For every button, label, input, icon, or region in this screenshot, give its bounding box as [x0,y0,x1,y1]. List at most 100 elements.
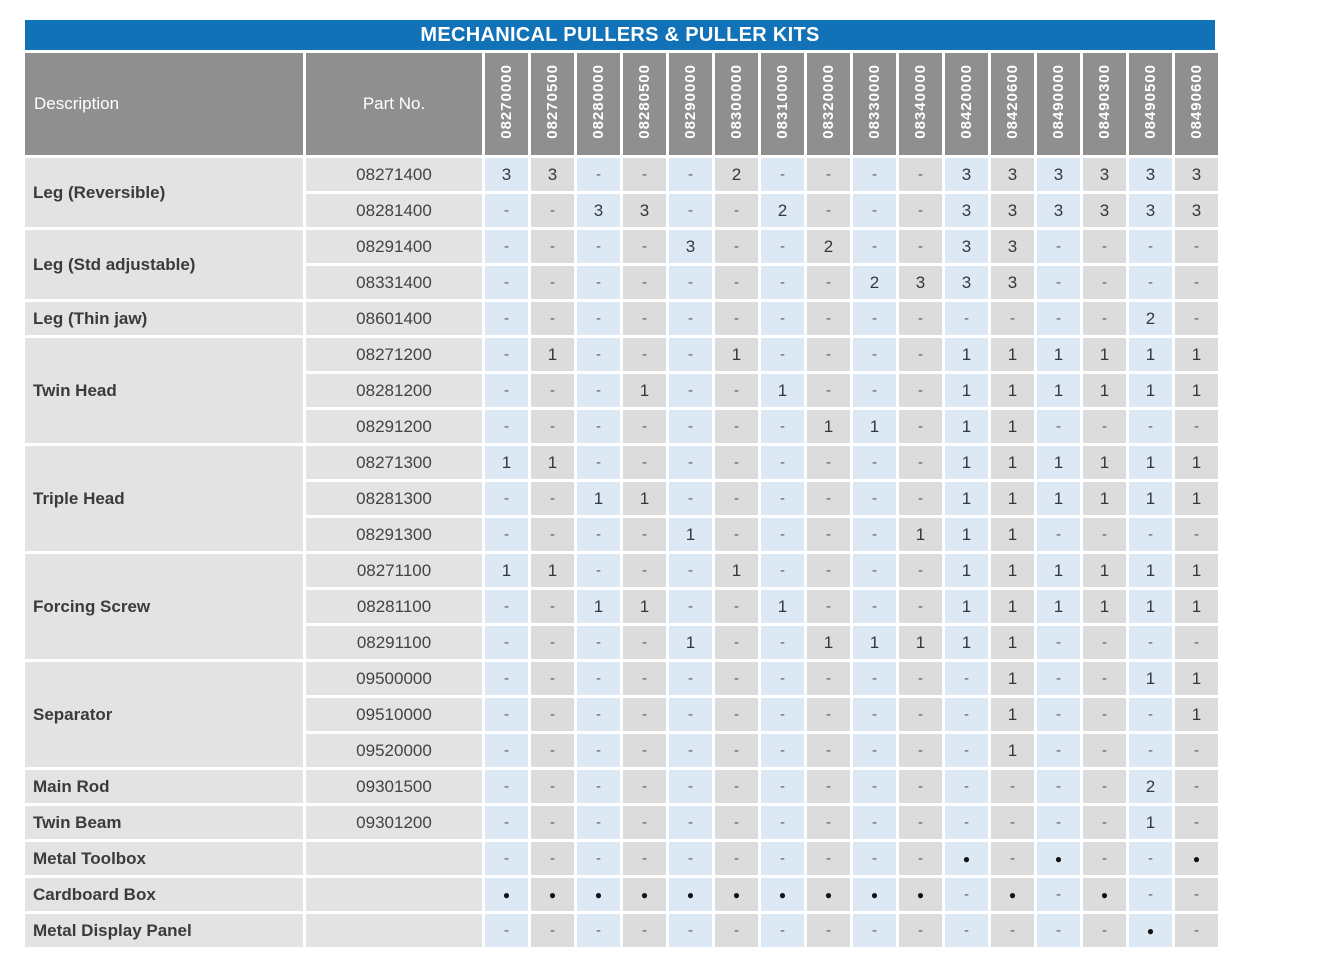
part-no-cell: 09520000 [306,734,482,767]
table-row: Twin Beam 09301200- - - - - - - - - - - - - -1- [25,806,1218,839]
qty-cell-empty: - [899,338,942,371]
qty-cell-empty: - [1175,626,1218,659]
description-cell: Metal Display Panel [25,914,303,947]
qty-cell-empty: - [761,806,804,839]
kit-column-header: 08280500 [623,53,666,155]
qty-cell-empty: - [531,734,574,767]
qty-cell-empty: - [669,446,712,479]
qty-cell-empty: - [761,446,804,479]
part-no-cell: 08331400 [306,266,482,299]
qty-cell-empty: - [991,842,1034,875]
kit-part-number-label: 08340000 [912,64,929,139]
qty-cell-empty: - [853,194,896,227]
qty-cell: 1 [1175,374,1218,407]
qty-cell-empty: - [1129,698,1172,731]
qty-cell: 1 [1037,338,1080,371]
qty-cell-empty: - [485,590,528,623]
qty-cell-empty: - [623,338,666,371]
qty-cell-empty: - [807,842,850,875]
qty-cell-empty: - [623,158,666,191]
qty-cell-empty: - [899,806,942,839]
qty-cell: 1 [1083,482,1126,515]
part-no-cell: 08291400 [306,230,482,263]
qty-cell-empty: - [485,662,528,695]
qty-cell-empty: - [899,698,942,731]
qty-cell: 1 [991,590,1034,623]
part-no-cell: 08291300 [306,518,482,551]
qty-cell-empty: - [1129,230,1172,263]
qty-cell-empty: - [853,590,896,623]
qty-cell: 1 [531,338,574,371]
qty-cell-empty: - [1129,266,1172,299]
kit-part-number-label: 08490300 [1096,64,1113,139]
qty-cell-empty: - [531,590,574,623]
qty-cell-empty: - [531,770,574,803]
qty-cell: 1 [485,554,528,587]
qty-cell-empty: - [761,482,804,515]
table-row: 09520000- - - - - - - - - - -1- - - - [25,734,1218,767]
qty-cell-empty: - [623,446,666,479]
qty-cell-empty: - [715,770,758,803]
qty-cell-empty: - [807,266,850,299]
qty-cell-empty: - [853,698,896,731]
qty-cell-empty: - [1175,302,1218,335]
qty-cell: 3 [899,266,942,299]
qty-cell: 1 [1175,446,1218,479]
kit-part-number-label: 08330000 [866,64,883,139]
qty-cell-included: ● [1083,878,1126,911]
qty-cell-empty: - [853,770,896,803]
table-row: 08281200- - -1- -1- - -1 1 1 1 1 1 [25,374,1218,407]
qty-cell-empty: - [531,302,574,335]
qty-cell-empty: - [669,554,712,587]
table-row: Leg (Thin jaw) 08601400- - - - - - - - - - - - - -2- [25,302,1218,335]
qty-cell-empty: - [761,158,804,191]
qty-cell: 1 [991,662,1034,695]
kit-column-header: 08340000 [899,53,942,155]
qty-cell-empty: - [623,410,666,443]
qty-cell: 1 [577,482,620,515]
qty-cell-included: ● [853,878,896,911]
qty-cell-empty: - [715,266,758,299]
kit-column-header: 08270000 [485,53,528,155]
kit-part-number-label: 08490000 [1050,64,1067,139]
qty-cell: 3 [1037,194,1080,227]
qty-cell-empty: - [1037,806,1080,839]
qty-cell-empty: - [1037,230,1080,263]
qty-cell: 1 [577,590,620,623]
qty-cell-empty: - [623,554,666,587]
qty-cell-included: ● [623,878,666,911]
qty-cell-empty: - [623,266,666,299]
qty-cell-empty: - [1083,230,1126,263]
kit-part-number-label: 08420600 [1004,64,1021,139]
qty-cell-empty: - [669,590,712,623]
qty-cell-empty: - [1037,770,1080,803]
part-no-cell: 09510000 [306,698,482,731]
qty-cell-empty: - [485,842,528,875]
qty-cell-empty: - [623,806,666,839]
qty-cell-empty: - [899,482,942,515]
qty-cell-empty: - [899,734,942,767]
qty-cell-included: ● [485,878,528,911]
table-row: Twin Head 08271200-1- - -1- - - -1 1 1 1 1 1 [25,338,1218,443]
qty-cell-empty: - [899,770,942,803]
qty-cell-empty: - [853,374,896,407]
qty-cell-empty: - [1083,914,1126,947]
description-cell: Separator [25,662,303,767]
qty-cell-empty: - [577,230,620,263]
qty-cell: 1 [1129,662,1172,695]
kit-column-header: 08490000 [1037,53,1080,155]
part-no-cell: 08291200 [306,410,482,443]
qty-cell-empty: - [485,374,528,407]
qty-cell-empty: - [899,842,942,875]
table-row: 09510000- - - - - - - - - - -1- - -1 [25,698,1218,731]
qty-cell-empty: - [945,662,988,695]
qty-cell-empty: - [623,302,666,335]
qty-cell-empty: - [623,734,666,767]
qty-cell-empty: - [991,806,1034,839]
qty-cell-empty: - [669,698,712,731]
qty-cell-empty: - [577,374,620,407]
qty-cell-empty: - [669,842,712,875]
qty-cell-empty: - [991,914,1034,947]
qty-cell: 2 [853,266,896,299]
qty-cell-empty: - [1037,626,1080,659]
